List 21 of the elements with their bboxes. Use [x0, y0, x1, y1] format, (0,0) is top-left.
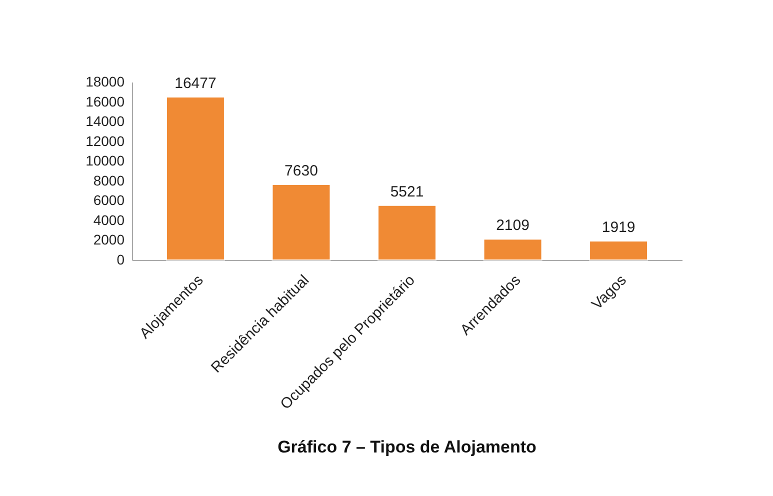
y-tick-label: 6000: [93, 192, 125, 208]
bar: [272, 184, 331, 260]
y-tick-label: 18000: [86, 74, 125, 90]
y-tick-label: 4000: [93, 212, 125, 228]
y-tick-label: 0: [116, 252, 125, 268]
bar: [589, 240, 648, 260]
y-tick-label: 12000: [86, 132, 125, 149]
bar: [166, 96, 225, 260]
data-label: 7630: [284, 162, 318, 180]
data-label: 16477: [174, 75, 216, 92]
data-label: 1919: [602, 219, 636, 236]
y-tick-label: 2000: [93, 232, 125, 248]
data-label: 2109: [496, 217, 530, 234]
y-tick-label: 16000: [86, 93, 125, 110]
text: Gráfico 7 – Tipos de Alojamento: [278, 438, 536, 457]
data-label: 5521: [390, 183, 424, 200]
bar: [378, 204, 436, 260]
bar: [483, 238, 542, 260]
y-tick-label: 14000: [86, 113, 125, 130]
y-tick-label: 10000: [86, 152, 125, 169]
y-tick-label: 8000: [93, 172, 125, 188]
